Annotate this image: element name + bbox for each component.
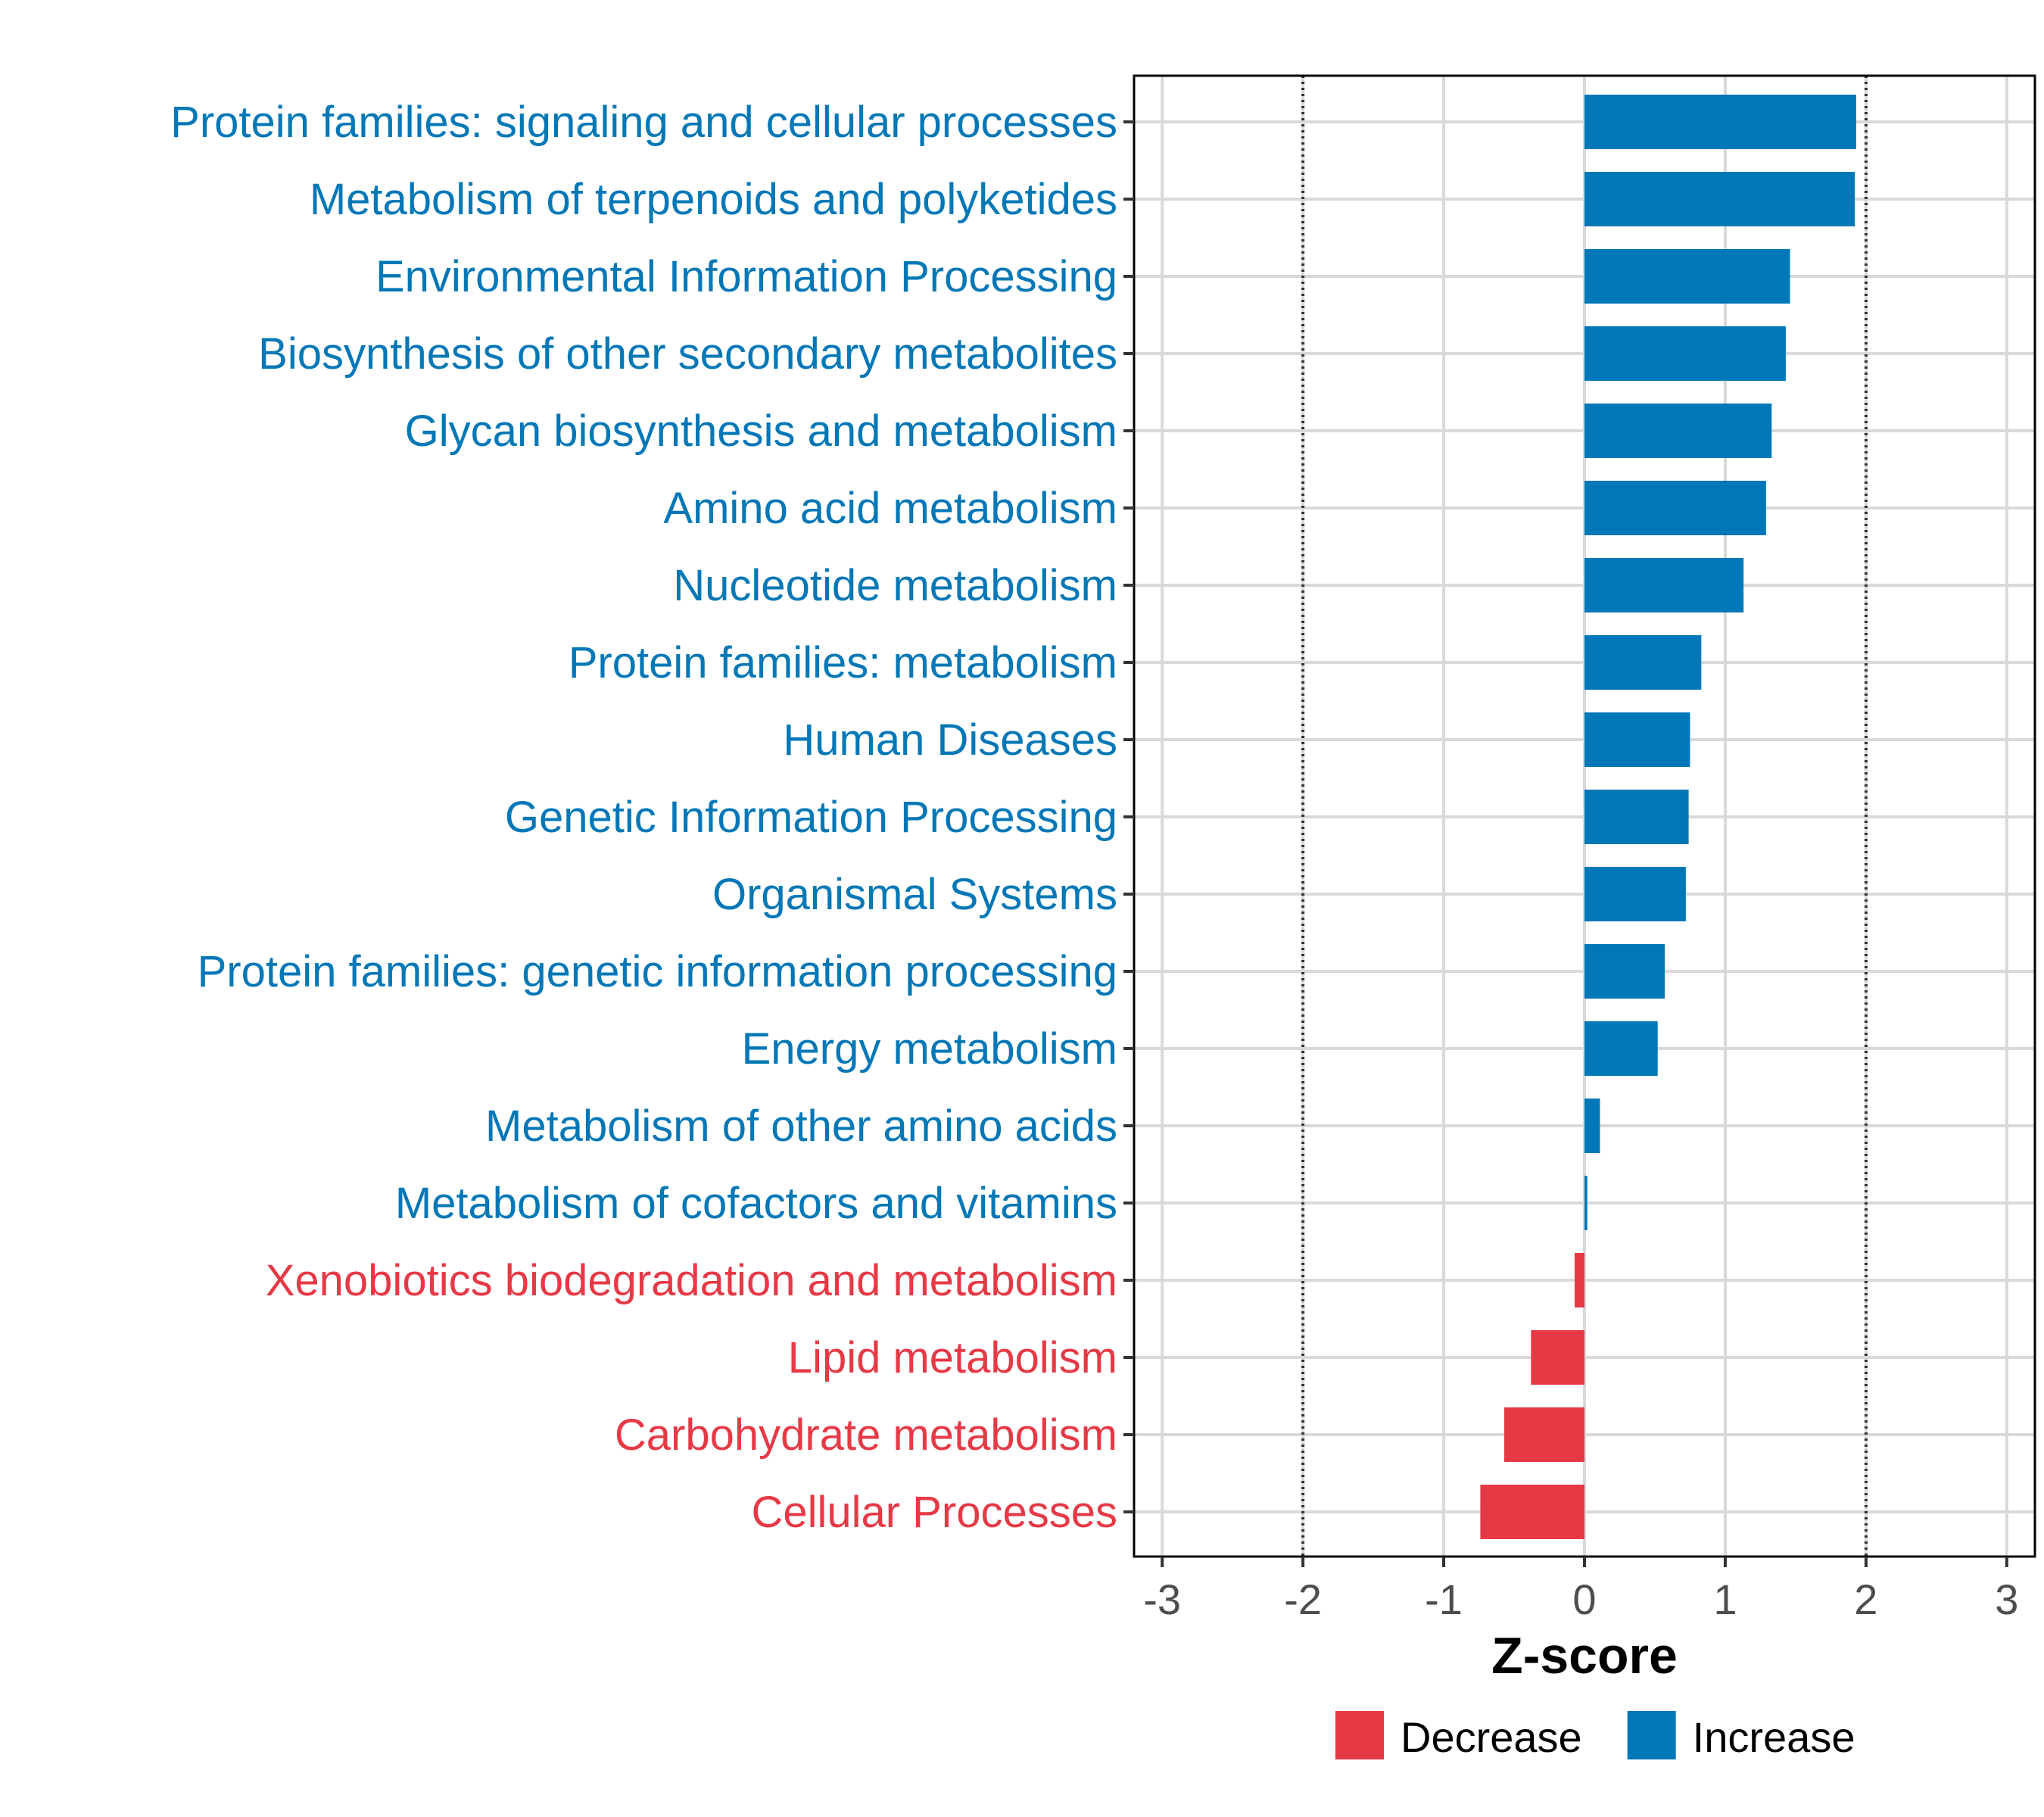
y-tick-label: Amino acid metabolism — [663, 484, 1117, 533]
bar — [1584, 712, 1690, 767]
bar — [1584, 481, 1766, 535]
bar — [1584, 249, 1790, 304]
bar — [1504, 1407, 1584, 1462]
legend-swatch — [1335, 1711, 1384, 1759]
y-axis-labels: Protein families: signaling and cellular… — [170, 98, 1117, 1537]
bar — [1584, 867, 1686, 921]
x-axis-title: Z-score — [1491, 1627, 1678, 1685]
y-tick-label: Metabolism of cofactors and vitamins — [395, 1179, 1117, 1228]
y-tick-label: Human Diseases — [783, 715, 1117, 765]
y-tick-label: Lipid metabolism — [788, 1333, 1117, 1382]
y-tick-label: Genetic Information Processing — [505, 793, 1117, 842]
bar — [1584, 635, 1702, 690]
bars — [1480, 95, 1856, 1539]
legend-swatch — [1627, 1711, 1676, 1759]
x-tick-label: 2 — [1854, 1575, 1877, 1623]
y-tick-label: Energy metabolism — [742, 1024, 1117, 1074]
legend-label: Decrease — [1401, 1713, 1582, 1761]
bar — [1584, 404, 1772, 458]
bar — [1574, 1253, 1584, 1307]
bar — [1584, 1099, 1600, 1153]
x-tick-label: -3 — [1143, 1575, 1181, 1623]
bar — [1584, 326, 1786, 381]
bar — [1584, 558, 1744, 612]
x-tick-label: -2 — [1284, 1575, 1322, 1623]
x-tick-label: 0 — [1572, 1575, 1596, 1623]
y-tick-label: Protein families: genetic information pr… — [198, 947, 1117, 996]
y-tick-label: Metabolism of terpenoids and polyketides — [310, 175, 1117, 224]
x-axis-ticks — [1161, 1557, 2008, 1567]
bar — [1584, 1021, 1658, 1076]
bar — [1584, 790, 1689, 844]
y-axis-ticks — [1123, 120, 1134, 1513]
legend-label: Increase — [1693, 1713, 1855, 1761]
bar — [1584, 95, 1856, 149]
bar — [1584, 172, 1855, 226]
y-tick-label: Protein families: metabolism — [569, 638, 1117, 687]
x-axis-labels: -3 -2 -1 0 1 2 3 — [1143, 1575, 2018, 1623]
y-tick-label: Biosynthesis of other secondary metaboli… — [258, 329, 1117, 379]
x-tick-label: 3 — [1995, 1575, 2018, 1623]
y-tick-label: Organismal Systems — [712, 870, 1117, 919]
bar — [1531, 1330, 1584, 1385]
reference-lines — [1301, 76, 1868, 1557]
x-tick-label: -1 — [1425, 1575, 1463, 1623]
y-tick-label: Carbohydrate metabolism — [615, 1410, 1117, 1460]
bar — [1584, 944, 1665, 999]
x-tick-label: 1 — [1713, 1575, 1737, 1623]
y-tick-label: Metabolism of other amino acids — [485, 1102, 1117, 1151]
y-tick-label: Nucleotide metabolism — [673, 561, 1117, 610]
legend: Decrease Increase — [1335, 1711, 1855, 1761]
y-tick-label: Environmental Information Processing — [375, 252, 1117, 301]
y-tick-label: Protein families: signaling and cellular… — [170, 98, 1117, 147]
bar — [1480, 1485, 1584, 1539]
bar — [1584, 1176, 1588, 1230]
y-tick-label: Cellular Processes — [751, 1488, 1117, 1537]
y-tick-label: Glycan biosynthesis and metabolism — [405, 407, 1117, 456]
y-tick-label: Xenobiotics biodegradation and metabolis… — [266, 1256, 1117, 1305]
